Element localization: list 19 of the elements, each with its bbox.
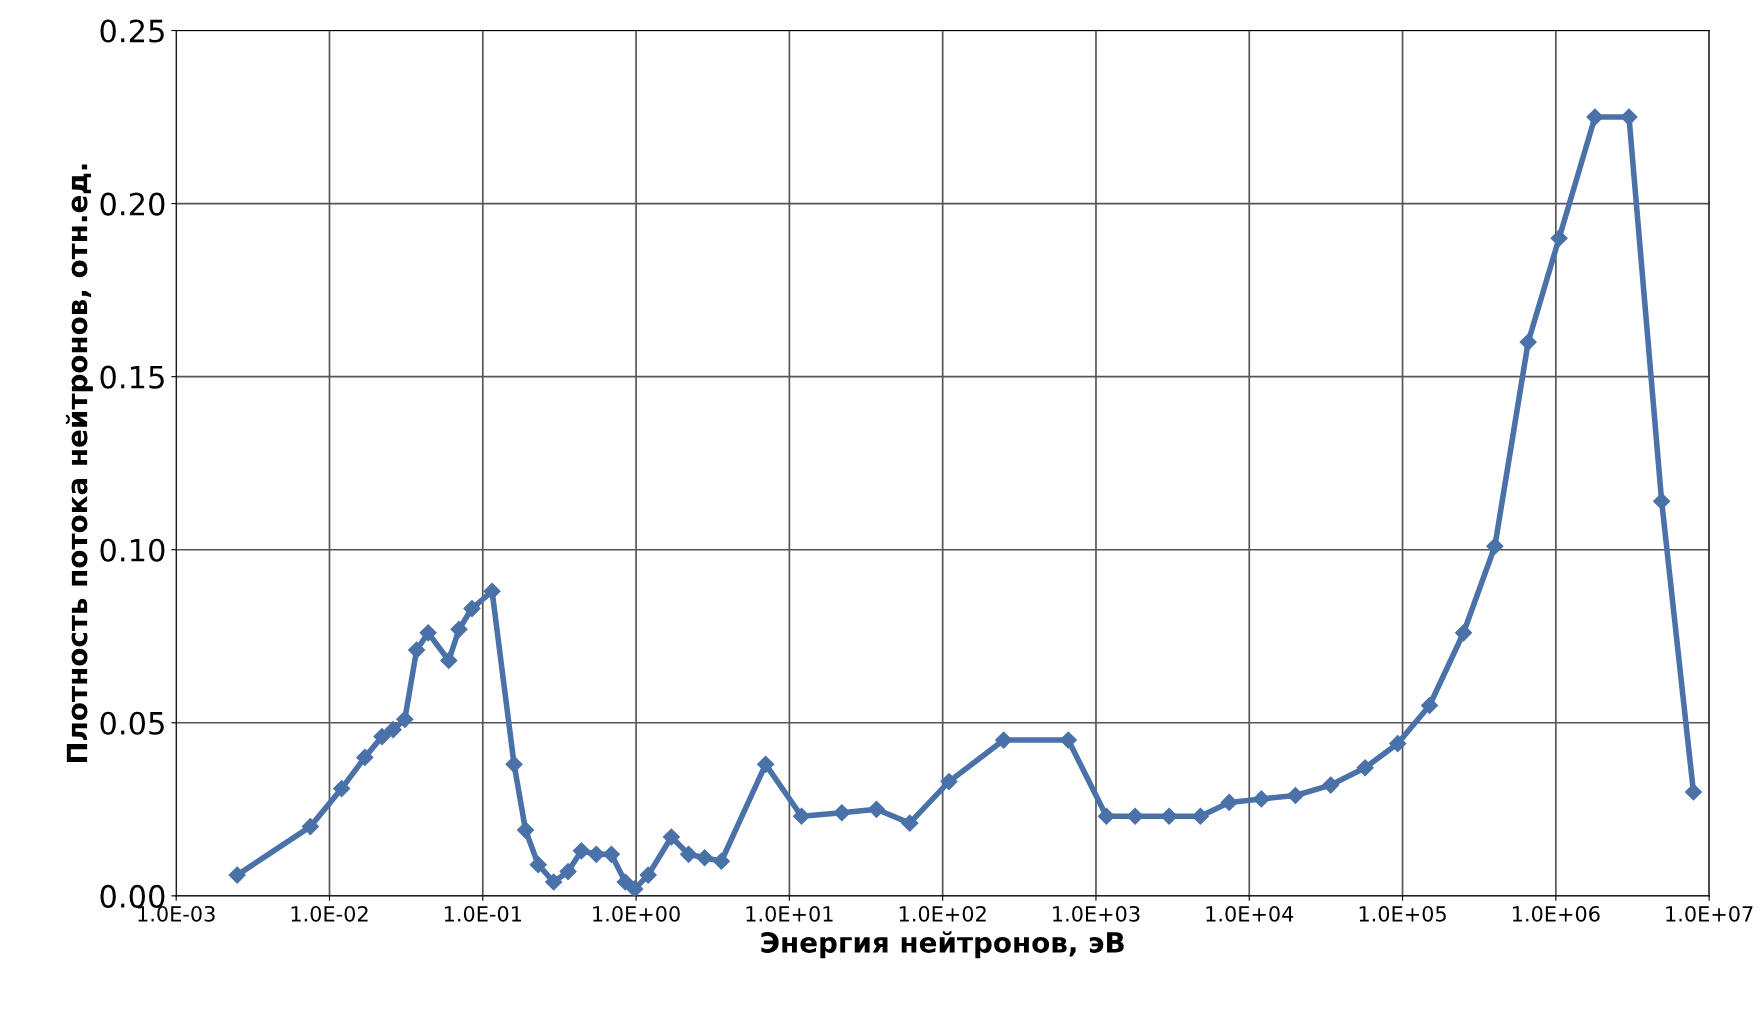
x-tick-label: 1.0E-02 (291, 905, 368, 922)
y-tick-label: 0.25 (100, 19, 164, 43)
y-tick-label: 0.05 (100, 711, 164, 735)
x-tick-label: 1.0E+04 (1206, 905, 1294, 922)
x-tick-label: 1.0E+07 (1666, 905, 1753, 922)
y-tick-label: 0.00 (100, 884, 165, 908)
y-tick-label: 0.20 (100, 192, 165, 216)
y-axis-title: Плотность потока нейтронов, отн.ед. (65, 164, 93, 763)
x-tick-label: 1.0E+06 (1513, 905, 1600, 922)
y-tick-label: 0.10 (100, 538, 165, 562)
x-tick-label: 1.0E-01 (444, 905, 522, 922)
x-axis-title: Энергия нейтронов, эВ (761, 931, 1124, 959)
x-tick-label: 1.0E+03 (1053, 905, 1140, 922)
x-tick-label: 1.0E+02 (899, 905, 986, 922)
x-tick-label: 1.0E+05 (1359, 905, 1446, 922)
x-tick-label: 1.0E+01 (746, 905, 833, 922)
x-tick-label: 1.0E+00 (593, 905, 680, 922)
x-tick-label: 1.0E-03 (138, 905, 215, 922)
y-tick-label: 0.15 (100, 365, 164, 389)
